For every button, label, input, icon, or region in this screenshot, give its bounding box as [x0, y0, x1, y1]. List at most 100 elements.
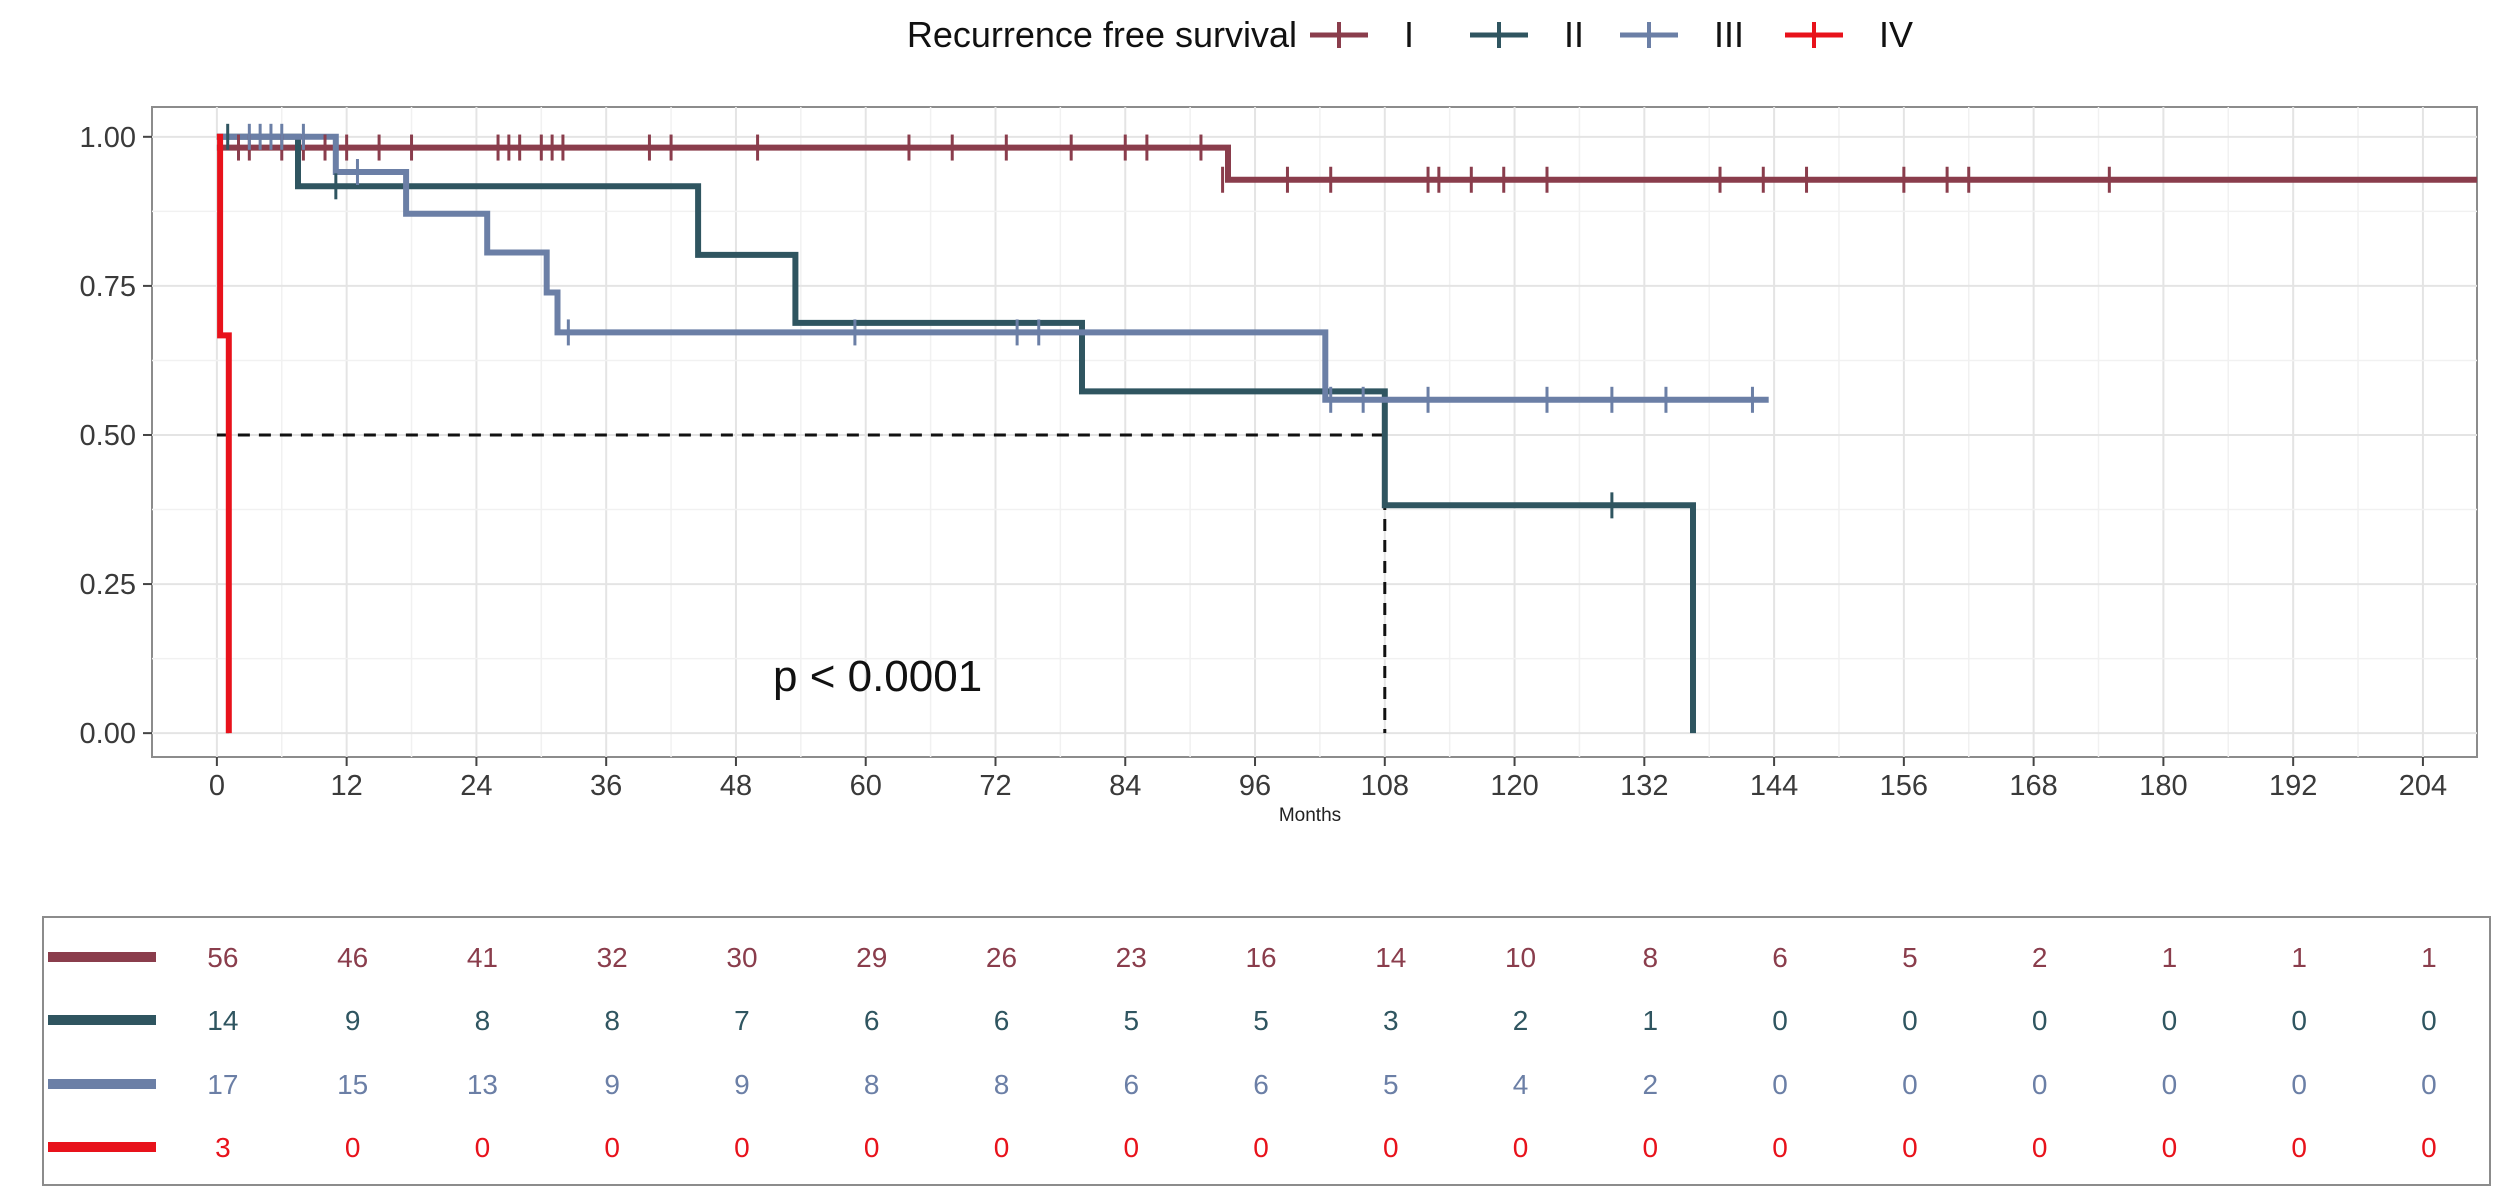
x-tick-label: 156	[1880, 770, 1928, 802]
risk-value-II: 2	[1513, 1005, 1529, 1036]
risk-value-II: 6	[864, 1005, 880, 1036]
risk-value-III: 0	[2291, 1069, 2307, 1100]
risk-value-I: 16	[1245, 942, 1276, 973]
risk-value-II: 1	[1643, 1005, 1659, 1036]
risk-value-I: 2	[2032, 942, 2048, 973]
risk-value-II: 5	[1253, 1005, 1269, 1036]
risk-value-IV: 0	[1513, 1132, 1529, 1163]
risk-value-III: 6	[1253, 1069, 1269, 1100]
risk-value-III: 0	[1772, 1069, 1788, 1100]
risk-value-IV: 0	[345, 1132, 361, 1163]
risk-value-IV: 0	[1383, 1132, 1399, 1163]
x-axis-title: Months	[1279, 805, 1341, 826]
risk-value-I: 8	[1643, 942, 1659, 973]
survival-curve-I	[216, 144, 2477, 183]
risk-value-III: 9	[734, 1069, 750, 1100]
risk-value-IV: 0	[1123, 1132, 1139, 1163]
risk-value-III: 17	[207, 1069, 238, 1100]
risk-value-III: 5	[1383, 1069, 1399, 1100]
survival-curves	[216, 133, 2477, 734]
x-tick-label: 60	[850, 770, 882, 802]
risk-value-III: 15	[337, 1069, 368, 1100]
risk-table: 56 46 41 32 30 29 26 23 16 14 10 8 6 5 2 1 1 114 9 8 8 7 6 6 5 5 3…	[42, 916, 2491, 1186]
x-tick-label: 24	[460, 770, 492, 802]
legend-title: Recurrence free survival	[907, 14, 1297, 55]
risk-value-I: 1	[2421, 942, 2437, 973]
x-tick-label: 204	[2399, 770, 2447, 802]
risk-value-II: 14	[207, 1005, 238, 1036]
y-tick-label: 0.25	[80, 569, 136, 601]
x-tick-label: 84	[1109, 770, 1141, 802]
legend: Recurrence free survival I II III IV	[907, 14, 1913, 55]
x-tick-label: 120	[1490, 770, 1538, 802]
survival-curve-IV	[216, 133, 232, 734]
risk-value-II: 5	[1123, 1005, 1139, 1036]
risk-value-III: 0	[2032, 1069, 2048, 1100]
x-tick-label: 0	[209, 770, 225, 802]
risk-value-IV: 0	[2421, 1132, 2437, 1163]
risk-value-III: 2	[1643, 1069, 1659, 1100]
risk-value-I: 14	[1375, 942, 1406, 973]
risk-value-II: 8	[475, 1005, 491, 1036]
risk-value-I: 29	[856, 942, 887, 973]
legend-label-III: III	[1714, 14, 1744, 55]
risk-value-I: 46	[337, 942, 368, 973]
legend-label-II: II	[1564, 14, 1584, 55]
legend-items: I II III IV	[1310, 14, 1913, 55]
y-axis: 0.00 0.25 0.50 0.75 1.00	[80, 122, 152, 750]
risk-value-I: 56	[207, 942, 238, 973]
risk-value-III: 6	[1123, 1069, 1139, 1100]
risk-value-I: 10	[1505, 942, 1536, 973]
risk-value-III: 0	[2421, 1069, 2437, 1100]
risk-value-I: 1	[2162, 942, 2178, 973]
risk-value-III: 8	[994, 1069, 1010, 1100]
risk-table-rows: 56 46 41 32 30 29 26 23 16 14 10 8 6 5 2 1 1 114 9 8 8 7 6 6 5 5 3…	[48, 942, 2437, 1163]
risk-value-III: 0	[1902, 1069, 1918, 1100]
x-tick-label: 72	[979, 770, 1011, 802]
risk-value-II: 0	[2421, 1005, 2437, 1036]
risk-value-II: 6	[994, 1005, 1010, 1036]
risk-value-IV: 0	[2291, 1132, 2307, 1163]
risk-value-I: 41	[467, 942, 498, 973]
risk-table-border	[42, 916, 2491, 1186]
y-tick-label: 0.75	[80, 271, 136, 303]
x-tick-label: 36	[590, 770, 622, 802]
risk-value-II: 0	[1772, 1005, 1788, 1036]
legend-label-I: I	[1404, 14, 1414, 55]
x-tick-label: 108	[1361, 770, 1409, 802]
risk-value-II: 8	[604, 1005, 620, 1036]
censor-marks	[226, 123, 2111, 519]
x-tick-label: 168	[2009, 770, 2057, 802]
risk-value-IV: 0	[604, 1132, 620, 1163]
risk-value-IV: 0	[1643, 1132, 1659, 1163]
x-tick-label: 48	[720, 770, 752, 802]
x-axis: 0 12 24 36 48 60 72 84 96 108 120 132 144 156 168 180 19…	[209, 757, 2447, 802]
risk-value-II: 7	[734, 1005, 750, 1036]
risk-value-II: 9	[345, 1005, 361, 1036]
risk-value-I: 5	[1902, 942, 1918, 973]
risk-value-I: 32	[597, 942, 628, 973]
y-tick-label: 0.00	[80, 718, 136, 750]
x-tick-label: 144	[1750, 770, 1798, 802]
risk-value-II: 3	[1383, 1005, 1399, 1036]
x-tick-label: 96	[1239, 770, 1271, 802]
risk-value-II: 0	[2032, 1005, 2048, 1036]
risk-value-I: 30	[726, 942, 757, 973]
y-tick-label: 0.50	[80, 420, 136, 452]
survival-curve-II	[216, 133, 1696, 734]
risk-value-III: 9	[604, 1069, 620, 1100]
risk-value-IV: 0	[994, 1132, 1010, 1163]
risk-value-III: 4	[1513, 1069, 1529, 1100]
risk-value-IV: 0	[2032, 1132, 2048, 1163]
risk-value-IV: 0	[475, 1132, 491, 1163]
risk-value-I: 6	[1772, 942, 1788, 973]
risk-value-II: 0	[2291, 1005, 2307, 1036]
plot-panel-border	[151, 106, 2478, 758]
risk-value-III: 13	[467, 1069, 498, 1100]
risk-value-I: 1	[2291, 942, 2307, 973]
y-tick-label: 1.00	[80, 122, 136, 154]
risk-value-III: 0	[2162, 1069, 2178, 1100]
survival-curve-III	[216, 133, 1769, 403]
risk-value-IV: 0	[2162, 1132, 2178, 1163]
